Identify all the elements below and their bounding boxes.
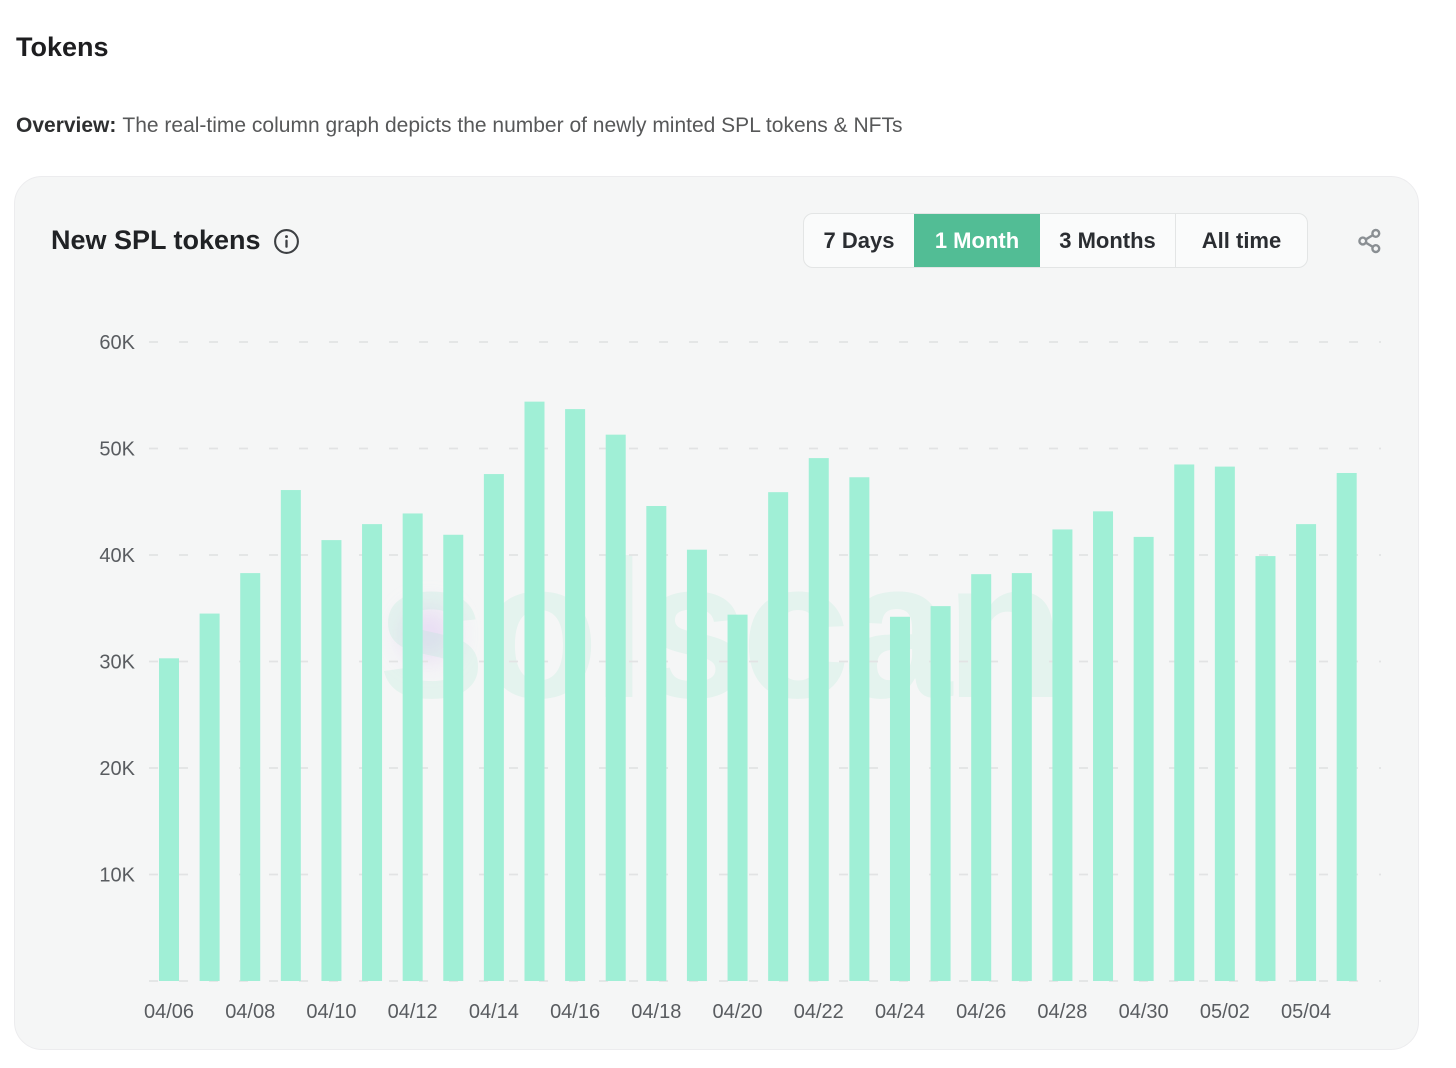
bar-04/17[interactable] — [605, 434, 626, 981]
time-range-button-all-time[interactable]: All time — [1175, 214, 1307, 267]
y-axis-tick-label: 40K — [99, 545, 135, 567]
x-axis-tick-label: 04/10 — [306, 1001, 356, 1023]
y-axis-tick-label: 10K — [99, 865, 135, 887]
bar-04/28[interactable] — [1052, 529, 1073, 981]
share-icon[interactable] — [1356, 227, 1384, 255]
bar-05/05[interactable] — [1336, 472, 1357, 981]
bar-05/02[interactable] — [1214, 466, 1235, 982]
bar-04/08[interactable] — [240, 573, 261, 981]
bar-04/25[interactable] — [930, 606, 951, 981]
y-axis-tick-label: 30K — [99, 652, 135, 674]
x-axis-tick-label: 04/06 — [144, 1001, 194, 1023]
x-axis-tick-label: 04/08 — [225, 1001, 275, 1023]
x-axis-tick-label: 04/22 — [794, 1001, 844, 1023]
chart-region: solscan 10K 20K 30K 40K 50K 60K 04/06 04/08 04/1… — [15, 177, 1418, 1049]
bar-04/11[interactable] — [362, 524, 383, 981]
info-circle-icon[interactable] — [273, 228, 300, 255]
time-range-selector: 7 Days 1 Month 3 Months All time — [803, 213, 1308, 268]
time-range-button-1-month[interactable]: 1 Month — [914, 214, 1040, 267]
bar-04/30[interactable] — [1133, 536, 1154, 981]
bar-04/29[interactable] — [1093, 511, 1114, 981]
x-axis-tick-label: 05/04 — [1281, 1001, 1331, 1023]
card-header: New SPL tokens 7 Days 1 Month 3 Months A… — [51, 213, 1384, 268]
x-axis-tick-label: 04/12 — [388, 1001, 438, 1023]
page-title: Tokens — [16, 32, 109, 62]
overview-label: Overview: — [16, 114, 117, 137]
bar-04/20[interactable] — [727, 614, 748, 981]
bar-04/19[interactable] — [686, 549, 707, 981]
bar-04/27[interactable] — [1011, 573, 1032, 981]
y-axis-tick-label: 20K — [99, 758, 135, 780]
bar-04/15[interactable] — [524, 401, 545, 981]
bar-05/03[interactable] — [1255, 556, 1276, 981]
time-range-button-7-days[interactable]: 7 Days — [804, 214, 914, 267]
bar-04/24[interactable] — [889, 616, 910, 981]
x-axis-tick-label: 04/16 — [550, 1001, 600, 1023]
bar-04/23[interactable] — [849, 477, 870, 981]
new-spl-tokens-card: solscan 10K 20K 30K 40K 50K 60K 04/06 04/08 04/1… — [14, 176, 1419, 1050]
x-axis-tick-label: 04/20 — [713, 1001, 763, 1023]
bar-04/06[interactable] — [159, 658, 179, 981]
x-axis-tick-label: 04/14 — [469, 1001, 519, 1023]
bar-04/18[interactable] — [646, 506, 667, 981]
x-axis-tick-label: 04/18 — [631, 1001, 681, 1023]
bar-04/21[interactable] — [768, 492, 789, 981]
x-axis-tick-label: 04/30 — [1119, 1001, 1169, 1023]
y-axis-tick-label: 50K — [99, 439, 135, 461]
x-axis-tick-label: 05/02 — [1200, 1001, 1250, 1023]
chart-title: New SPL tokens — [51, 225, 261, 255]
time-range-button-3-months[interactable]: 3 Months — [1040, 214, 1175, 267]
bar-04/10[interactable] — [321, 540, 342, 981]
spl-tokens-bar-chart: 10K 20K 30K 40K 50K 60K 04/06 04/08 04/10 04/12 04… — [99, 332, 1381, 1023]
bar-05/04[interactable] — [1296, 524, 1317, 981]
bar-04/16[interactable] — [565, 409, 586, 982]
bar-05/01[interactable] — [1174, 464, 1195, 982]
x-axis-tick-label: 04/26 — [956, 1001, 1006, 1023]
y-axis-tick-label: 60K — [99, 332, 135, 354]
bar-04/07[interactable] — [199, 613, 220, 981]
bar-04/14[interactable] — [483, 474, 504, 981]
bar-04/12[interactable] — [402, 513, 423, 981]
bar-04/09[interactable] — [280, 490, 301, 981]
overview-text: Overview: The real-time column graph depi… — [16, 114, 903, 137]
x-axis-tick-label: 04/24 — [875, 1001, 925, 1023]
bar-04/13[interactable] — [443, 534, 464, 981]
x-axis-tick-label: 04/28 — [1037, 1001, 1087, 1023]
bar-04/22[interactable] — [808, 458, 829, 982]
bar-04/26[interactable] — [971, 574, 992, 981]
